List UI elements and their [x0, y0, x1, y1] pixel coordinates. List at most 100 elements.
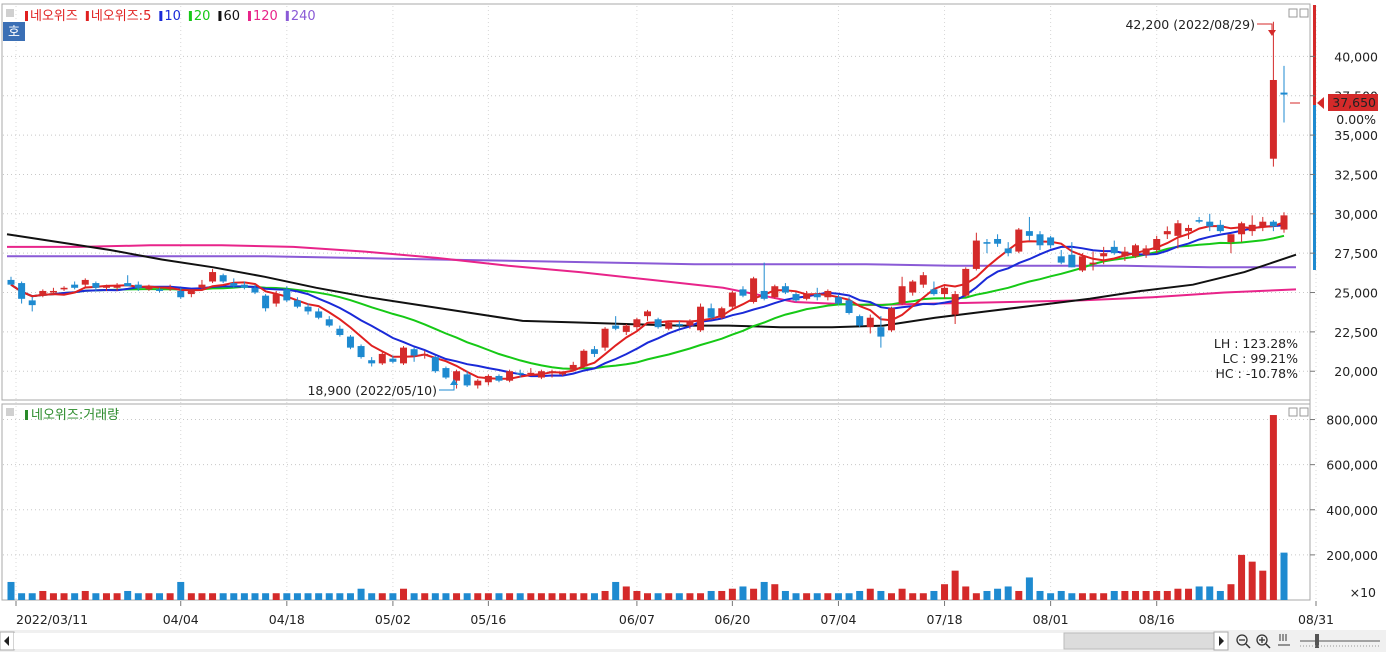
- volume-bar-05/17: [495, 593, 503, 600]
- volume-bar-06/08: [644, 593, 651, 600]
- candle-08/25: [1227, 234, 1235, 243]
- volume-bar-07/21: [972, 593, 980, 600]
- volume-bar-04/20: [304, 593, 312, 600]
- x-axis-label: 05/02: [375, 612, 411, 627]
- volume-bar-08/24: [1216, 590, 1224, 600]
- price-tick-label: 40,000: [1334, 49, 1378, 64]
- volume-bar-07/29: [1036, 590, 1044, 600]
- legend-item-4: 60: [223, 9, 240, 24]
- volume-bar-04/04: [177, 581, 185, 600]
- candle-03/30: [145, 286, 153, 290]
- candle-04/01: [166, 287, 174, 290]
- candle-06/09: [654, 319, 662, 328]
- volume-legend-swatch: [25, 410, 28, 420]
- volume-bar-08/16: [1153, 590, 1161, 600]
- candle-05/26: [569, 364, 577, 370]
- candle-04/20: [304, 306, 312, 312]
- scrollbar-track[interactable]: [14, 633, 1064, 649]
- candle-06/21: [739, 289, 747, 296]
- scrollbar-thumb[interactable]: [1063, 632, 1215, 650]
- candle-05/13: [474, 380, 482, 386]
- volume-pane-controls[interactable]: [1288, 407, 1309, 417]
- candle-04/25: [336, 328, 344, 336]
- volume-bar-04/08: [219, 593, 227, 600]
- candle-08/12: [1142, 248, 1150, 255]
- ho-badge[interactable]: [3, 22, 25, 41]
- scroll-right-arrow-icon: [1219, 636, 1224, 646]
- ho-badge-text: 호: [8, 25, 20, 40]
- candle-04/11: [230, 283, 238, 287]
- x-axis-label: 06/20: [714, 612, 750, 627]
- volume-bar-08/10: [1121, 590, 1129, 600]
- volume-bar-03/23: [92, 593, 100, 600]
- candle-08/18: [1174, 223, 1182, 236]
- volume-bar-07/22: [983, 590, 991, 600]
- volume-bar-05/10: [442, 593, 450, 600]
- volume-bar-08/22: [1195, 586, 1203, 600]
- x-axis-label: 08/01: [1033, 612, 1069, 627]
- price-tick-label: 25,000: [1334, 286, 1378, 301]
- candle-03/29: [134, 284, 142, 288]
- candle-03/31: [156, 289, 164, 291]
- candle-05/31: [601, 328, 609, 348]
- zoom-in-icon[interactable]: [1256, 634, 1271, 649]
- volume-bars: [7, 415, 1288, 600]
- volume-bar-08/05: [1089, 593, 1097, 600]
- volume-bar-06/29: [803, 593, 811, 600]
- candle-03/28: [124, 283, 132, 287]
- x-axis-label: 06/07: [619, 612, 655, 627]
- volume-bar-08/23: [1206, 586, 1214, 600]
- low-pointer: [439, 383, 455, 391]
- volume-bar-05/23: [537, 593, 545, 600]
- volume-bar-06/14: [686, 593, 694, 600]
- bar-count-icon[interactable]: [1278, 634, 1290, 646]
- candle-05/20: [527, 372, 535, 375]
- candle-07/07: [866, 317, 874, 328]
- volume-bar-04/12: [240, 593, 248, 600]
- volume-bar-07/18: [941, 584, 949, 600]
- candle-05/11: [453, 371, 461, 381]
- candle-03/21: [71, 284, 79, 288]
- candle-08/29: [1248, 224, 1256, 232]
- volume-bar-04/15: [272, 593, 280, 600]
- candle-05/23: [537, 371, 545, 378]
- legend-swatch: [85, 11, 89, 21]
- volume-bar-04/22: [325, 593, 333, 600]
- legend-item-2: 10: [164, 9, 181, 24]
- high-arrow-icon: [1268, 30, 1276, 36]
- volume-bar-08/12: [1142, 590, 1150, 600]
- volume-bar-08/08: [1100, 593, 1108, 600]
- candle-08/03: [1068, 254, 1076, 268]
- candle-06/23: [760, 290, 768, 299]
- hc-label: HC : -10.78%: [1216, 366, 1299, 381]
- volume-pane-icon: [6, 408, 14, 416]
- current-price-label: 37,650: [1332, 95, 1376, 110]
- candle-06/02: [612, 325, 620, 329]
- volume-bar-04/21: [315, 593, 323, 600]
- volume-bar-06/15: [697, 593, 705, 600]
- candle-08/17: [1163, 231, 1171, 235]
- zoom-slider[interactable]: [1300, 634, 1380, 648]
- y-axis-ticks: 40,00037,50035,00032,50030,00027,50025,0…: [1310, 49, 1378, 563]
- high-annotation: 42,200 (2022/08/29): [1125, 17, 1255, 32]
- candle-07/12: [898, 286, 906, 304]
- candle-03/15: [28, 300, 36, 306]
- candle-07/18: [941, 287, 949, 295]
- volume-tick-label: 400,000: [1326, 503, 1378, 518]
- price-pane-controls[interactable]: [1288, 8, 1309, 18]
- candle-06/30: [813, 294, 821, 298]
- volume-bar-04/28: [368, 593, 376, 600]
- candle-07/15: [930, 289, 938, 295]
- zoom-out-icon[interactable]: [1236, 634, 1251, 649]
- volume-bar-04/29: [378, 593, 386, 600]
- candle-06/03: [622, 325, 630, 332]
- candle-07/14: [919, 275, 927, 285]
- volume-bar-03/11: [7, 581, 15, 600]
- volume-bar-07/28: [1025, 577, 1033, 600]
- volume-bar-03/25: [113, 593, 121, 600]
- volume-bar-08/25: [1227, 584, 1235, 600]
- volume-bar-05/13: [474, 593, 482, 600]
- candle-04/05: [187, 289, 195, 295]
- candle-05/30: [590, 349, 598, 354]
- candle-08/05: [1089, 262, 1097, 265]
